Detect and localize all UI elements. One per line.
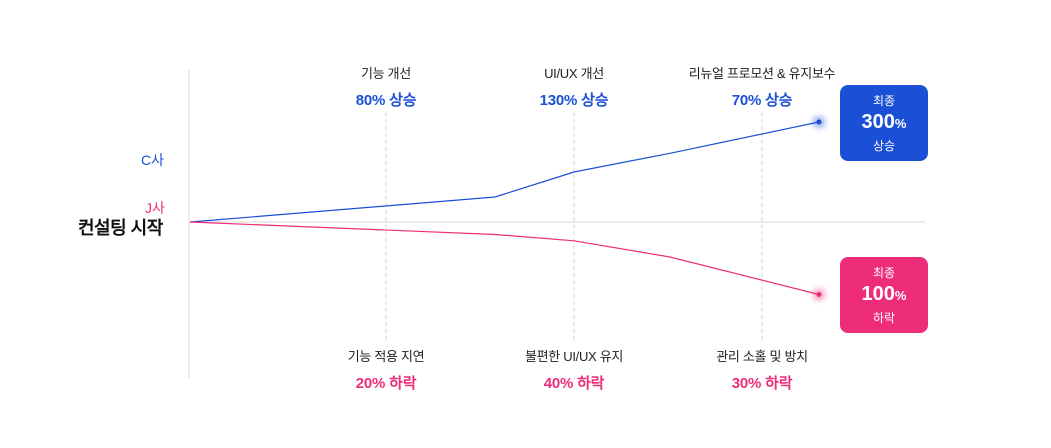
milestone-c-1: 기능 개선 80% 상승: [356, 63, 417, 110]
milestone-c-1-title: 기능 개선: [361, 66, 411, 81]
final-badge-c-unit: %: [894, 116, 907, 131]
milestone-j-2: 불편한 UI/UX 유지 40% 하락: [525, 346, 623, 393]
milestone-c-3-title: 리뉴얼 프로모션 & 유지보수: [688, 66, 836, 81]
series-j-label: J사: [145, 200, 165, 216]
milestone-j-2-value: 40% 하락: [543, 375, 605, 392]
series-j-line: [189, 221, 820, 296]
series-c-end-point: [816, 119, 822, 125]
final-badge-c-bottom: 상승: [872, 139, 896, 153]
milestone-c-2-value: 130% 상승: [539, 92, 609, 109]
final-badge-j-number-wrap: 100%: [862, 282, 907, 308]
final-badge-c: 최종 300% 상승: [840, 85, 928, 161]
final-badge-j-top: 최종: [872, 266, 896, 280]
milestone-c-3-value: 70% 상승: [731, 92, 793, 109]
final-badge-j: 최종 100% 하락: [840, 257, 928, 333]
final-badge-j-unit: %: [894, 288, 907, 303]
milestone-c-2-title: UI/UX 개선: [544, 66, 604, 81]
milestone-j-3-value: 30% 하락: [731, 375, 793, 392]
series-c-label: C사: [141, 152, 164, 168]
milestone-j-2-title: 불편한 UI/UX 유지: [524, 349, 624, 364]
milestone-j-1-value: 20% 하락: [355, 375, 417, 392]
milestone-c-3: 리뉴얼 프로모션 & 유지보수 70% 상승: [689, 63, 836, 110]
milestone-j-3: 관리 소홀 및 방치 30% 하락: [716, 346, 808, 393]
milestone-j-3-title: 관리 소홀 및 방치: [716, 349, 808, 364]
milestone-c-2: UI/UX 개선 130% 상승: [540, 63, 609, 110]
final-badge-j-number: 100: [861, 283, 895, 305]
milestone-j-1-title: 기능 적용 지연: [347, 349, 425, 364]
series-c-line: [189, 121, 820, 223]
milestone-j-1: 기능 적용 지연 20% 하락: [348, 346, 425, 393]
series-j-end-point: [816, 292, 822, 297]
milestone-c-1-value: 80% 상승: [355, 92, 417, 109]
final-badge-c-number-wrap: 300%: [862, 110, 907, 136]
start-label: 컨설팅 시작: [78, 218, 163, 238]
final-badge-c-top: 최종: [872, 94, 896, 108]
final-badge-c-number: 300: [861, 111, 895, 133]
final-badge-j-bottom: 하락: [872, 311, 896, 325]
